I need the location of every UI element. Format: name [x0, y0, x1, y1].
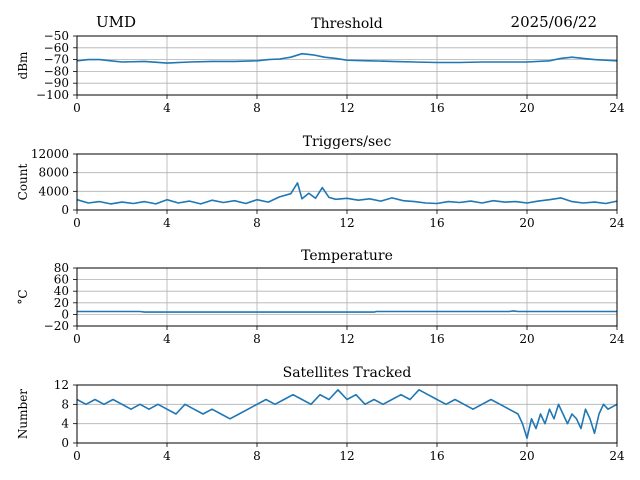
- x-tick-label: 8: [253, 332, 261, 346]
- x-tick-label: 12: [339, 332, 354, 346]
- x-tick-label: 0: [73, 216, 81, 230]
- series-line-1: [76, 52, 618, 64]
- x-tick-label: 0: [73, 101, 81, 115]
- y-tick-label: 4000: [38, 184, 69, 198]
- x-tick-label: 0: [73, 332, 81, 346]
- date-label: 2025/06/22: [510, 13, 597, 31]
- y-tick-label: −90: [44, 76, 69, 90]
- x-tick-label: 20: [519, 332, 534, 346]
- station-label: UMD: [96, 13, 137, 31]
- y-axis-label: dBm: [16, 51, 30, 80]
- x-tick-label: 12: [339, 216, 354, 230]
- x-tick-label: 4: [163, 449, 171, 463]
- x-tick-label: 16: [429, 101, 444, 115]
- y-tick-label: 0: [61, 307, 69, 321]
- y-axis-label: °C: [16, 289, 30, 304]
- y-tick-label: 12000: [31, 147, 69, 161]
- y-tick-label: 80: [54, 261, 69, 275]
- x-tick-label: 4: [163, 101, 171, 115]
- x-tick-label: 20: [519, 101, 534, 115]
- y-tick-label: −20: [44, 319, 69, 333]
- chart-panel-1: 0 4 8 12 16 20 24 −100−90−80−70−60−50 Threshold d…: [16, 16, 625, 115]
- y-tick-label: 40: [54, 284, 69, 298]
- y-tick-label: 20: [54, 296, 69, 310]
- y-tick-label: 12: [54, 378, 69, 392]
- y-tick-label: −60: [44, 41, 69, 55]
- x-tick-label: 8: [253, 216, 261, 230]
- y-axis-label: Number: [16, 389, 30, 439]
- x-tick-label: 16: [429, 449, 444, 463]
- series-line-1: [76, 389, 618, 439]
- x-tick-label: 24: [609, 216, 625, 230]
- chart-title: Satellites Tracked: [283, 365, 412, 381]
- y-tick-label: 4: [61, 417, 69, 431]
- x-tick-label: 12: [339, 101, 354, 115]
- x-tick-label: 4: [163, 332, 171, 346]
- chart-title: Triggers/sec: [303, 134, 392, 150]
- y-tick-label: −80: [44, 64, 69, 78]
- x-tick-label: 20: [519, 216, 534, 230]
- chart-title: Threshold: [311, 16, 382, 32]
- x-tick-label: 16: [429, 332, 444, 346]
- x-tick-label: 16: [429, 216, 444, 230]
- x-tick-label: 12: [339, 449, 354, 463]
- chart-panel-4: 0 4 8 12 16 20 24 0 4 8 12 Satellites Tracked Number: [16, 365, 625, 463]
- y-axis-label: Count: [16, 163, 30, 200]
- x-tick-label: 20: [519, 449, 534, 463]
- y-tick-label: 0: [61, 436, 69, 450]
- y-tick-label: 8: [61, 397, 69, 411]
- x-tick-label: 8: [253, 449, 261, 463]
- y-tick-label: −50: [44, 29, 69, 43]
- x-tick-label: 24: [609, 449, 625, 463]
- y-tick-label: −70: [44, 53, 69, 67]
- series-line-1: [76, 182, 618, 205]
- x-tick-label: 24: [609, 332, 625, 346]
- y-tick-label: 8000: [38, 166, 69, 180]
- x-tick-label: 24: [609, 101, 625, 115]
- chart-title: Temperature: [301, 248, 393, 264]
- series-line-1: [77, 310, 617, 313]
- y-tick-label: 60: [54, 273, 69, 287]
- y-tick-label: 0: [61, 203, 69, 217]
- y-tick-label: −100: [36, 88, 69, 102]
- chart-panel-2: 0 4 8 12 16 20 24 0 4000 8000 12000 Triggers/sec Cou…: [16, 134, 625, 230]
- x-tick-label: 0: [73, 449, 81, 463]
- x-tick-label: 8: [253, 101, 261, 115]
- x-tick-label: 4: [163, 216, 171, 230]
